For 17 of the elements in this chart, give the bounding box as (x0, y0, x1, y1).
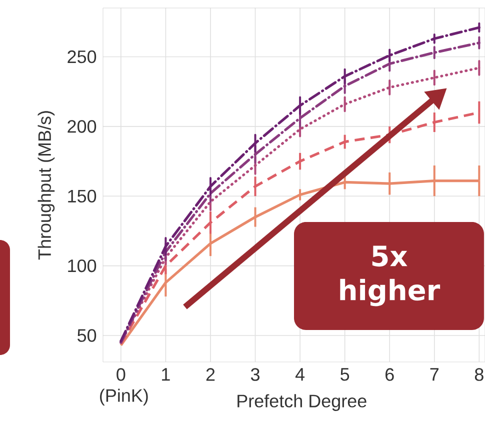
y-axis-title: Throughput (MB/s) (38, 111, 55, 260)
x-axis-title: Prefetch Degree (238, 394, 366, 411)
y-tick-label: 250 (68, 50, 96, 64)
y-tick-label: 100 (68, 259, 96, 272)
x-tick-label: 5 (340, 368, 350, 381)
x-tick-label: 7 (430, 368, 438, 381)
y-tick-label: 150 (68, 190, 96, 203)
x-tick-label: 0 (PinK) (100, 368, 148, 406)
annotation: 5x higher (340, 246, 440, 306)
y-tick-label: 200 (68, 120, 96, 133)
x-tick-label: 4 (295, 368, 305, 381)
x-tick-label: 8 (474, 368, 484, 381)
y-tick-label: 50 (78, 329, 96, 342)
x-tick-label: 1 (162, 368, 170, 381)
x-tick-label: 3 (250, 368, 260, 381)
x-tick-label: 2 (206, 368, 215, 381)
x-tick-label: 6 (386, 368, 394, 381)
